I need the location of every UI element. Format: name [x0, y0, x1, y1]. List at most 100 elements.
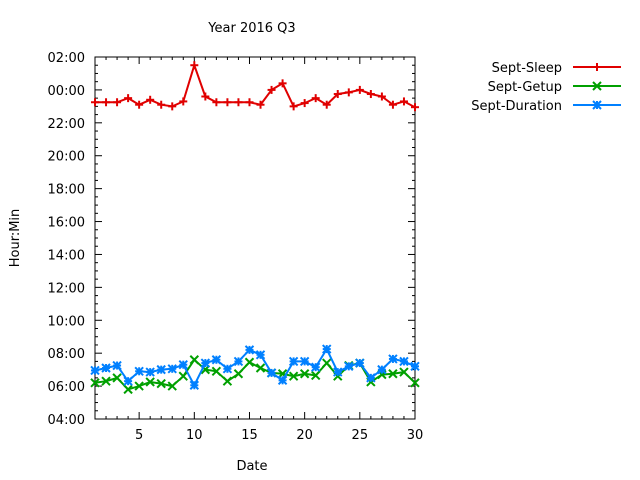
data-point [168, 102, 177, 111]
data-point [388, 354, 398, 364]
y-tick-label: 12:00 [48, 281, 85, 296]
x-tick-label: 30 [407, 428, 424, 443]
data-point [366, 90, 375, 99]
data-point [344, 88, 353, 97]
x-tick-label: 10 [186, 428, 203, 443]
data-point [233, 356, 244, 367]
data-point [322, 358, 332, 368]
y-axis-label: Hour:Min [8, 209, 23, 268]
y-tick-label: 14:00 [48, 248, 85, 263]
plot-area: 5 10 15 20 25 30 04:00 06:00 08:00 10:00 12:00 14:0… [48, 51, 424, 443]
data-point [167, 364, 177, 374]
data-point [222, 376, 233, 386]
legend-label: Sept-Getup [488, 80, 562, 95]
y-tick-label: 16:00 [48, 216, 85, 231]
x-tick-label: 20 [296, 428, 313, 443]
data-point [211, 366, 222, 376]
data-point [123, 376, 133, 386]
data-point [322, 100, 331, 109]
data-point [289, 102, 298, 111]
data-point [178, 371, 188, 381]
data-point [322, 344, 332, 354]
y-tick-label: 04:00 [48, 413, 85, 428]
data-point [212, 98, 221, 107]
data-point [311, 94, 320, 103]
data-point [91, 98, 99, 107]
x-axis-label: Date [236, 459, 267, 474]
y-tick-label: 06:00 [48, 380, 85, 395]
x-tick-label: 25 [352, 428, 369, 443]
legend: Sept-Sleep Sept-Getup Sept-Duration [471, 61, 621, 114]
data-point [101, 363, 111, 373]
data-point [245, 98, 254, 107]
data-point [178, 359, 188, 370]
data-point [134, 366, 144, 376]
data-point [157, 100, 166, 109]
data-point [101, 376, 111, 386]
data-point [255, 350, 266, 360]
data-point [366, 373, 376, 383]
data-point [388, 369, 398, 379]
data-point [124, 94, 133, 103]
legend-marker [592, 81, 602, 91]
data-point [410, 361, 420, 372]
data-point [233, 369, 244, 379]
x-tick-label: 15 [241, 428, 258, 443]
legend-marker [592, 100, 602, 110]
data-point [355, 85, 364, 94]
series-line-1 [95, 61, 416, 109]
data-point [90, 365, 100, 376]
data-point [300, 99, 309, 108]
data-point [123, 384, 133, 395]
legend-label: Sept-Duration [471, 99, 562, 114]
data-point [333, 90, 342, 99]
data-point [211, 355, 222, 365]
data-point [112, 360, 122, 371]
data-point [299, 356, 310, 367]
data-point [189, 380, 200, 390]
data-point [388, 100, 397, 109]
data-point [299, 369, 310, 379]
data-point [399, 97, 408, 106]
data-point [267, 85, 276, 94]
data-point [167, 381, 177, 391]
data-point [355, 358, 365, 368]
data-point [102, 98, 111, 107]
data-point [145, 377, 155, 387]
data-point [244, 357, 255, 367]
data-point [223, 98, 232, 107]
data-point [201, 92, 210, 101]
data-point [244, 345, 255, 355]
data-point [377, 92, 386, 101]
data-point [200, 358, 211, 368]
data-point [411, 103, 419, 112]
data-point [255, 363, 266, 373]
x-tick-label: 5 [135, 428, 143, 443]
y-tick-label: 22:00 [48, 117, 85, 132]
data-point [90, 378, 100, 388]
y-tick-label: 10:00 [48, 314, 85, 329]
data-point [344, 361, 354, 372]
data-point [146, 95, 155, 104]
data-point [222, 364, 233, 374]
data-point [399, 367, 409, 377]
data-point [234, 98, 243, 107]
data-point [145, 367, 155, 377]
data-point [310, 370, 321, 381]
data-point [190, 61, 199, 70]
legend-label: Sept-Sleep [492, 61, 562, 76]
y-tick-label: 02:00 [48, 51, 85, 66]
y-tick-label: 00:00 [48, 84, 85, 99]
data-point [134, 381, 144, 391]
data-point [333, 367, 343, 377]
legend-marker [593, 63, 601, 71]
y-tick-label: 08:00 [48, 347, 85, 362]
chart-title: Year 2016 Q3 [207, 21, 295, 36]
data-point [410, 378, 420, 388]
data-point [278, 79, 287, 88]
data-point [288, 371, 299, 381]
data-point [266, 368, 277, 378]
data-point [399, 356, 409, 367]
data-point [288, 356, 299, 367]
